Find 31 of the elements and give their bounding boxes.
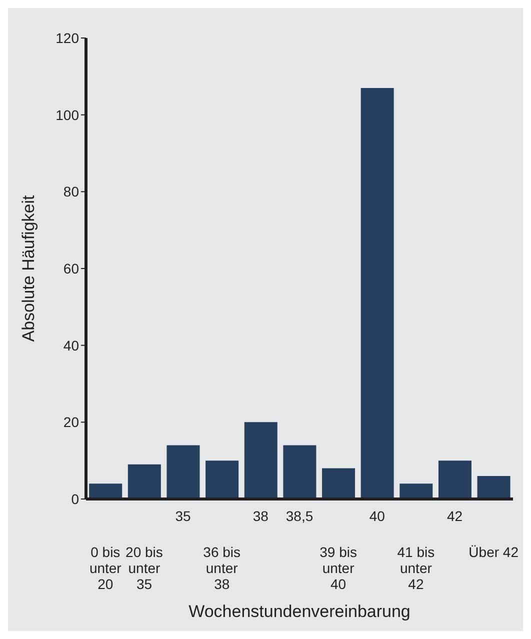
bar xyxy=(244,422,278,499)
x-tick-label: 36 bis unter 38 xyxy=(203,544,241,592)
bar xyxy=(322,468,356,499)
x-tick-label: 42 xyxy=(446,508,463,524)
y-tick-label: 60 xyxy=(63,260,80,276)
x-axis-title: Wochenstundenvereinbarung xyxy=(188,602,410,621)
x-tick-label: 40 xyxy=(369,508,386,524)
bar xyxy=(206,460,239,499)
bar xyxy=(360,88,394,499)
x-tick-label: 39 bis unter 40 xyxy=(320,544,357,592)
x-tick-label: 20 bis unter 35 xyxy=(126,544,163,592)
y-tick-label: 80 xyxy=(63,184,80,200)
bar xyxy=(477,476,510,499)
bar xyxy=(400,484,433,499)
y-tick-label: 20 xyxy=(63,414,80,430)
x-tick-label: 41 bis unter 42 xyxy=(397,544,435,592)
y-tick-label: 0 xyxy=(71,490,80,507)
y-tick-label: 100 xyxy=(56,106,80,123)
y-tick-label: 40 xyxy=(63,337,80,354)
bar xyxy=(89,484,122,499)
x-tick-label: 38 xyxy=(252,508,269,524)
bar xyxy=(283,445,316,499)
y-tick-label: 120 xyxy=(56,30,80,46)
bar xyxy=(128,464,161,499)
bar xyxy=(166,445,200,499)
bar xyxy=(438,460,472,499)
x-tick-label: 35 xyxy=(175,508,192,524)
x-tick-label: 38,5 xyxy=(286,508,314,524)
x-tick-label: 0 bis unter 20 xyxy=(89,544,122,592)
x-tick-label: Über 42 xyxy=(468,544,519,560)
y-axis-title: Absolute Häufigkeit xyxy=(19,194,38,342)
